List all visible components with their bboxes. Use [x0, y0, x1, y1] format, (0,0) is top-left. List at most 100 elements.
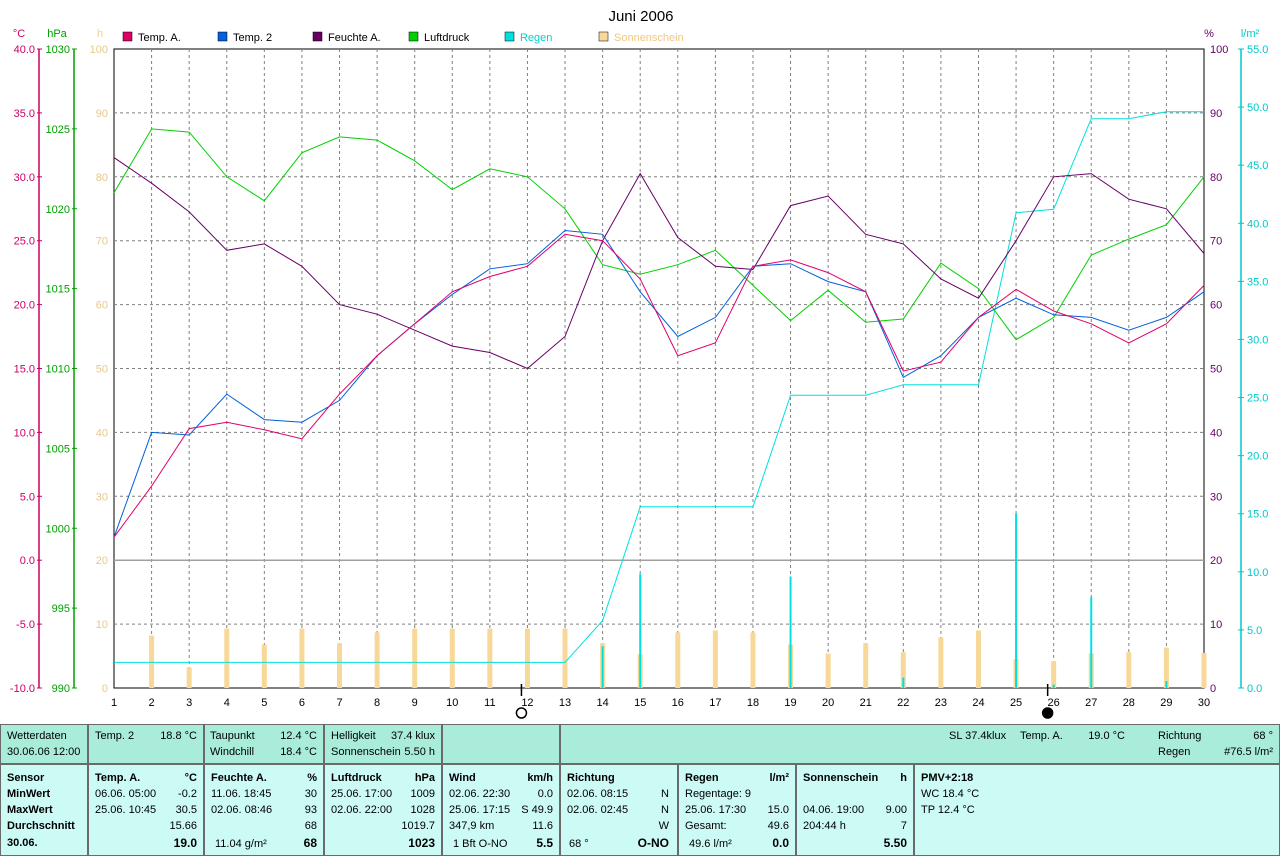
rain-daily-bar	[1090, 597, 1093, 688]
feuchte-avg-value: 68	[304, 820, 317, 832]
rain-tick-label: 20.0	[1247, 451, 1268, 463]
legend: Temp. A. Temp. 2 Feuchte A. Luftdruck Regen S…	[122, 31, 684, 44]
humidity-tick-label: 10	[1210, 619, 1222, 631]
legend-swatch	[122, 31, 133, 42]
windchill-value: 18.4 °C	[280, 746, 317, 758]
legend-swatch	[598, 31, 609, 42]
rain-daily-bar	[902, 677, 905, 688]
x-tick-label: 22	[897, 697, 909, 709]
x-tick-label: 7	[336, 697, 342, 709]
x-tick-label: 14	[596, 697, 608, 709]
x-tick-label: 28	[1123, 697, 1135, 709]
sunshine-tick-label: 100	[90, 44, 108, 56]
humidity-tick-label: 80	[1210, 172, 1222, 184]
x-tick-label: 10	[446, 697, 458, 709]
series-line-regen	[114, 111, 1204, 663]
rain-tick-label: 50.0	[1247, 102, 1268, 114]
regen-col: Regen l/m² Regentage: 9 25.06. 17:30 15.…	[678, 764, 796, 856]
rain-tick-label: 55.0	[1247, 44, 1268, 56]
pressure-axis-unit: hPa	[47, 28, 67, 40]
temp-tick-label: 0.0	[20, 555, 35, 567]
richtung-min-value: N	[661, 788, 669, 800]
sonne-total: 204:44 h	[803, 820, 846, 832]
current-date-label: 30.06.	[7, 837, 38, 849]
taupunkt-value: 12.4 °C	[280, 730, 317, 742]
richtung-min-time: 02.06. 08:15	[567, 788, 629, 800]
temp-tick-label: 40.0	[14, 44, 35, 56]
pressure-tick-label: 1015	[46, 284, 70, 296]
wind-title: Wind	[449, 772, 476, 784]
wind-distance: 347,9 km	[449, 820, 495, 832]
feuchte-unit: %	[307, 772, 317, 784]
pressure-tick-label: 1030	[46, 44, 70, 56]
sunshine-bar	[975, 630, 981, 688]
regen-unit: l/m²	[769, 772, 789, 784]
richtung-label: Richtung	[1158, 730, 1202, 742]
sunshine-bar	[412, 628, 418, 688]
sunshine-tick-label: 90	[96, 108, 108, 120]
rain-daily-bar	[601, 646, 604, 688]
sunshine-bar	[863, 643, 869, 688]
temp-tick-label: -5.0	[16, 619, 35, 631]
sonne-max-value: 9.00	[885, 804, 907, 816]
helligkeit-cell: Helligkeit 37.4 klux Sonnenschein 5.50 h	[324, 724, 442, 764]
temp-max-value: 30.5	[175, 804, 197, 816]
sunshine-tick-label: 70	[96, 236, 108, 248]
feuchte-title: Feuchte A.	[211, 772, 267, 784]
sunshine-bar	[224, 628, 230, 688]
sonne-max-time: 04.06. 19:00	[803, 804, 865, 816]
temp2-label: Temp. 2	[95, 730, 135, 742]
legend-swatch	[217, 31, 228, 42]
temp-tick-label: 20.0	[14, 300, 35, 312]
richtung-current-value: O-NO	[637, 836, 669, 850]
taupunkt-label: Taupunkt	[210, 730, 255, 742]
x-tick-label: 15	[634, 697, 646, 709]
humidity-tick-label: 60	[1210, 300, 1222, 312]
regen-gesamt-label: Gesamt:	[685, 820, 727, 832]
wetterdaten-datetime: 30.06.06 12:00	[7, 746, 81, 758]
sonne-avg-value: 7	[900, 820, 907, 832]
richtung-title: Richtung	[567, 772, 615, 784]
sunshine-bar	[1051, 661, 1057, 688]
legend-label: Feuchte A.	[328, 32, 381, 44]
helligkeit-label: Helligkeit	[331, 730, 376, 742]
legend-label: Temp. A.	[138, 32, 181, 44]
wind-current-value: 5.5	[536, 836, 553, 850]
richtung-col: Richtung 02.06. 08:15 N 02.06. 02:45 N W…	[560, 764, 678, 856]
humidity-tick-label: 90	[1210, 108, 1222, 120]
sensor-col: Sensor MinWert MaxWert Durchschnitt 30.0…	[0, 764, 88, 856]
feuchte-abs-value: 11.04 g/m²	[215, 838, 267, 850]
pressure-tick-label: 1020	[46, 204, 70, 216]
rain-tick-label: 0.0	[1247, 683, 1262, 695]
sunshine-bar	[261, 644, 267, 688]
temp-tick-label: 5.0	[20, 491, 35, 503]
wind-avg-value: 11.6	[532, 820, 553, 832]
regen-value: #76.5 l/m²	[1224, 746, 1273, 758]
temp-col: Temp. A. °C 06.06. 05:00 -0.2 25.06. 10:…	[88, 764, 204, 856]
current-values-strip: Wetterdaten 30.06.06 12:00 Temp. 2 18.8 …	[0, 724, 1280, 764]
regen-max-time: 25.06. 17:30	[685, 804, 747, 816]
sunshine-tick-label: 50	[96, 364, 108, 376]
series-line-feuchte-a	[113, 157, 1205, 370]
wetterdaten-label: Wetterdaten	[7, 730, 67, 742]
sunshine-bar	[1163, 647, 1169, 688]
temp-min-time: 06.06. 05:00	[95, 788, 157, 800]
temp-unit: °C	[184, 772, 197, 784]
humidity-tick-label: 50	[1210, 364, 1222, 376]
pressure-tick-label: 1025	[46, 124, 70, 136]
x-tick-label: 26	[1048, 697, 1060, 709]
feuchte-col: Feuchte A. % 11.06. 18:45 30 02.06. 08:4…	[204, 764, 324, 856]
pressure-tick-label: 1010	[46, 364, 70, 376]
x-tick-label: 23	[935, 697, 947, 709]
rain-axis-unit: l/m²	[1241, 28, 1260, 40]
regen-total: 49.6 l/m²	[689, 838, 732, 850]
sunshine-bar	[299, 628, 305, 688]
x-tick-label: 6	[299, 697, 305, 709]
x-tick-label: 20	[822, 697, 834, 709]
sonne-unit: h	[900, 772, 907, 784]
sunshine-bar	[487, 628, 493, 688]
regen-label: Regen	[1158, 746, 1191, 758]
series-line-temp-a	[113, 233, 1205, 538]
current-readings-cell: SL 37.4klux Temp. A. 19.0 °C Richtung 68…	[560, 724, 1280, 764]
sunshine-bar	[524, 628, 530, 688]
